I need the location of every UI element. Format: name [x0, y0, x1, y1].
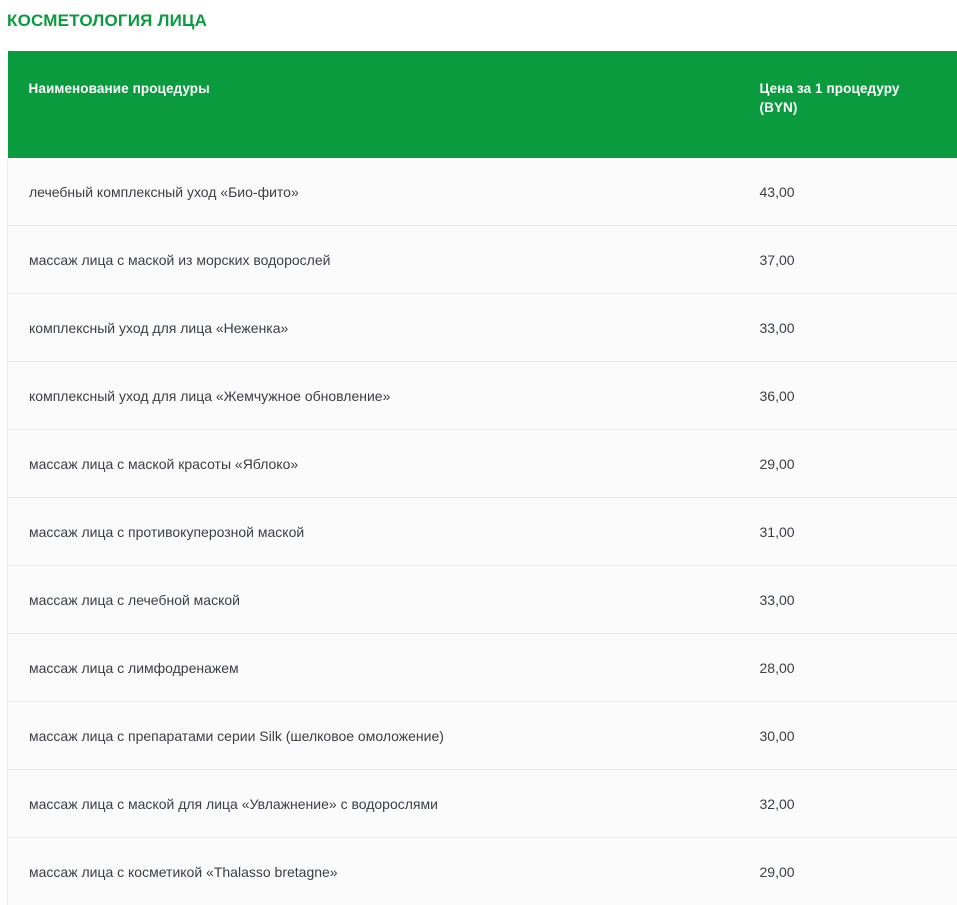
procedure-name-cell: массаж лица с маской из морских водоросл…	[8, 226, 734, 294]
procedure-name-cell: комплексный уход для лица «Неженка»	[8, 294, 734, 362]
column-header-procedure-name: Наименование процедуры	[8, 51, 734, 158]
price-table-container: Наименование процедуры Цена за 1 процеду…	[0, 51, 957, 905]
page-title: КОСМЕТОЛОГИЯ ЛИЦА	[0, 0, 957, 32]
column-header-price: Цена за 1 процедуру (BYN)	[734, 51, 957, 158]
table-header-row: Наименование процедуры Цена за 1 процеду…	[8, 51, 957, 158]
column-header-procedure-name-label: Наименование процедуры	[29, 79, 724, 98]
procedure-price-cell: 31,00	[734, 498, 957, 566]
table-row: комплексный уход для лица «Жемчужное обн…	[8, 362, 957, 430]
table-row: массаж лица с маской для лица «Увлажнени…	[8, 770, 957, 838]
procedure-name-cell: массаж лица с маской для лица «Увлажнени…	[8, 770, 734, 838]
table-row: комплексный уход для лица «Неженка»33,00	[8, 294, 957, 362]
procedure-price-cell: 30,00	[734, 702, 957, 770]
procedure-name-cell: массаж лица с противокуперозной маской	[8, 498, 734, 566]
procedure-price-cell: 36,00	[734, 362, 957, 430]
procedure-name-cell: массаж лица с косметикой «Thalasso breta…	[8, 838, 734, 905]
procedure-name-cell: массаж лица с препаратами серии Silk (ше…	[8, 702, 734, 770]
procedure-price-cell: 32,00	[734, 770, 957, 838]
price-table: Наименование процедуры Цена за 1 процеду…	[7, 51, 957, 905]
procedure-price-cell: 33,00	[734, 566, 957, 634]
procedure-price-cell: 43,00	[734, 158, 957, 226]
procedure-name-cell: массаж лица с лечебной маской	[8, 566, 734, 634]
procedure-name-cell: комплексный уход для лица «Жемчужное обн…	[8, 362, 734, 430]
procedure-price-cell: 29,00	[734, 430, 957, 498]
table-body: лечебный комплексный уход «Био-фито»43,0…	[8, 158, 957, 905]
procedure-name-cell: массаж лица с маской красоты «Яблоко»	[8, 430, 734, 498]
column-header-price-label-line2: (BYN)	[760, 98, 944, 117]
table-row: лечебный комплексный уход «Био-фито»43,0…	[8, 158, 957, 226]
procedure-name-cell: лечебный комплексный уход «Био-фито»	[8, 158, 734, 226]
table-row: массаж лица с маской из морских водоросл…	[8, 226, 957, 294]
procedure-price-cell: 28,00	[734, 634, 957, 702]
table-row: массаж лица с препаратами серии Silk (ше…	[8, 702, 957, 770]
column-header-price-label-line1: Цена за 1 процедуру	[760, 79, 944, 98]
procedure-price-cell: 29,00	[734, 838, 957, 905]
procedure-price-cell: 33,00	[734, 294, 957, 362]
procedure-price-cell: 37,00	[734, 226, 957, 294]
procedure-name-cell: массаж лица с лимфодренажем	[8, 634, 734, 702]
table-header: Наименование процедуры Цена за 1 процеду…	[8, 51, 957, 158]
table-row: массаж лица с косметикой «Thalasso breta…	[8, 838, 957, 905]
table-row: массаж лица с маской красоты «Яблоко»29,…	[8, 430, 957, 498]
